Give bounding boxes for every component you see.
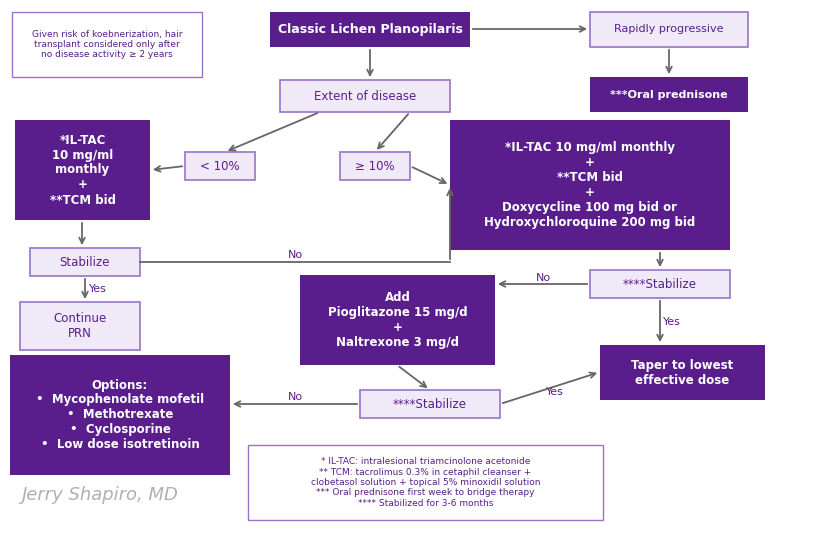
FancyBboxPatch shape [590,12,748,47]
Text: No: No [288,392,302,402]
Text: *IL-TAC
10 mg/ml
monthly
+
**TCM bid: *IL-TAC 10 mg/ml monthly + **TCM bid [50,133,116,206]
Text: *IL-TAC 10 mg/ml monthly
+
**TCM bid
+
Doxycycline 100 mg bid or
Hydroxychloroqu: *IL-TAC 10 mg/ml monthly + **TCM bid + D… [484,141,696,229]
FancyBboxPatch shape [10,355,230,475]
FancyBboxPatch shape [248,445,603,520]
Text: No: No [535,273,551,283]
Text: ****Stabilize: ****Stabilize [623,278,697,290]
Text: Add
Pioglitazone 15 mg/d
+
Naltrexone 3 mg/d: Add Pioglitazone 15 mg/d + Naltrexone 3 … [327,291,467,349]
FancyBboxPatch shape [600,345,765,400]
Text: < 10%: < 10% [200,159,240,173]
FancyBboxPatch shape [450,120,730,250]
FancyBboxPatch shape [280,80,450,112]
Text: Given risk of koebnerization, hair
transplant considered only after
no disease a: Given risk of koebnerization, hair trans… [32,30,182,59]
FancyBboxPatch shape [12,12,202,77]
FancyBboxPatch shape [20,302,140,350]
FancyBboxPatch shape [270,12,470,47]
Text: Yes: Yes [663,317,681,327]
Text: ***Oral prednisone: ***Oral prednisone [610,90,728,100]
Text: Extent of disease: Extent of disease [314,90,416,102]
Text: ****Stabilize: ****Stabilize [393,398,467,410]
FancyBboxPatch shape [360,390,500,418]
Text: Yes: Yes [89,284,107,294]
Text: Classic Lichen Planopilaris: Classic Lichen Planopilaris [278,23,462,36]
Text: Jerry Shapiro, MD: Jerry Shapiro, MD [22,486,179,504]
FancyBboxPatch shape [590,270,730,298]
FancyBboxPatch shape [30,248,140,276]
FancyBboxPatch shape [590,77,748,112]
Text: Stabilize: Stabilize [60,255,111,269]
Text: Continue
PRN: Continue PRN [53,312,106,340]
Text: Taper to lowest
effective dose: Taper to lowest effective dose [632,359,734,386]
Text: ≥ 10%: ≥ 10% [355,159,395,173]
FancyBboxPatch shape [300,275,495,365]
FancyBboxPatch shape [340,152,410,180]
FancyBboxPatch shape [15,120,150,220]
Text: Rapidly progressive: Rapidly progressive [614,25,724,35]
Text: * IL-TAC: intralesional triamcinolone acetonide
** TCM: tacrolimus 0.3% in cetap: * IL-TAC: intralesional triamcinolone ac… [311,457,540,508]
Text: Options:
•  Mycophenolate mofetil
•  Methotrexate
•  Cyclosporine
•  Low dose is: Options: • Mycophenolate mofetil • Metho… [36,378,204,451]
Text: No: No [288,250,302,260]
Text: Yes: Yes [546,387,564,397]
FancyBboxPatch shape [185,152,255,180]
